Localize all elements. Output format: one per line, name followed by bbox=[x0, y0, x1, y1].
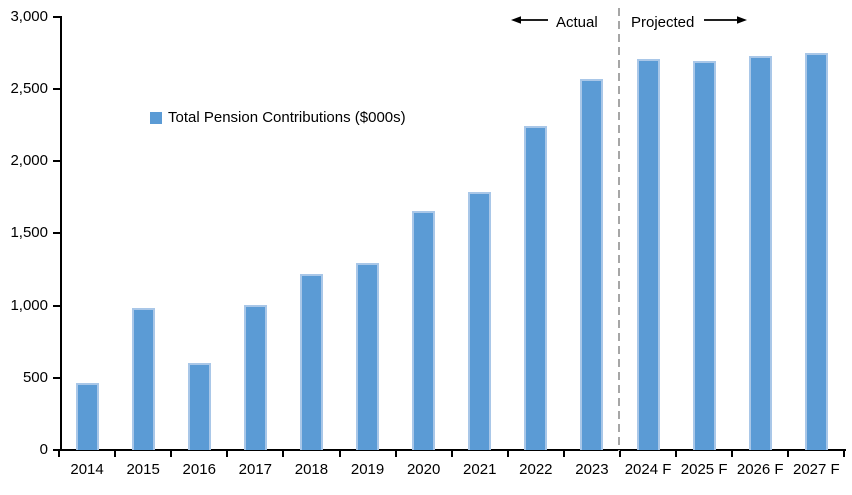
x-tick bbox=[731, 451, 734, 457]
bar-2022 bbox=[524, 126, 548, 450]
right-arrow-icon bbox=[704, 16, 747, 24]
x-category-label: 2019 bbox=[350, 461, 385, 478]
bar-2016 bbox=[187, 363, 211, 450]
x-tick bbox=[226, 451, 229, 457]
x-category-label: 2015 bbox=[126, 461, 160, 478]
bar-2020 bbox=[412, 210, 436, 450]
bar-2021 bbox=[468, 192, 492, 450]
y-tick-label: 3,000 bbox=[10, 7, 48, 25]
x-category-label: 2022 bbox=[519, 461, 553, 478]
bar-2027-f bbox=[804, 53, 828, 450]
bar-2023 bbox=[580, 79, 604, 450]
x-tick bbox=[506, 451, 509, 457]
bar-2018 bbox=[299, 273, 323, 450]
actual-projected-divider-line bbox=[618, 8, 620, 451]
bar-2025-f bbox=[692, 61, 716, 450]
x-tick bbox=[338, 451, 341, 457]
x-category-label: 2018 bbox=[294, 461, 329, 478]
bar-2015 bbox=[131, 308, 155, 450]
x-tick bbox=[282, 451, 285, 457]
y-axis-line bbox=[60, 16, 62, 451]
left-arrow-icon bbox=[511, 16, 548, 24]
y-tick bbox=[53, 15, 61, 18]
legend-marker-icon bbox=[150, 111, 162, 124]
y-tick-label: 0 bbox=[39, 441, 48, 458]
bar-2026-f bbox=[748, 56, 772, 450]
x-tick bbox=[58, 451, 60, 457]
x-tick bbox=[787, 451, 790, 457]
x-tick bbox=[619, 451, 621, 457]
x-tick bbox=[562, 451, 565, 457]
x-tick bbox=[114, 451, 117, 457]
bar-2024-f bbox=[636, 59, 660, 450]
x-tick bbox=[450, 451, 453, 457]
x-tick bbox=[170, 451, 173, 457]
x-category-label: 2014 bbox=[70, 461, 104, 478]
y-tick bbox=[53, 304, 61, 307]
x-category-label: 2016 bbox=[182, 461, 216, 478]
x-category-label: 2026 F bbox=[736, 461, 784, 478]
y-tick bbox=[53, 232, 61, 235]
y-tick-label: 2,500 bbox=[10, 79, 48, 97]
x-category-label: 2020 bbox=[406, 461, 441, 478]
y-tick-label: 500 bbox=[22, 368, 48, 386]
bar-2019 bbox=[356, 262, 380, 450]
legend-label: Total Pension Contributions ($000s) bbox=[168, 109, 406, 126]
y-tick-label: 1,000 bbox=[10, 296, 48, 314]
x-tick bbox=[675, 451, 678, 457]
x-category-label: 2024 F bbox=[624, 461, 672, 478]
x-tick bbox=[394, 451, 397, 457]
x-category-label: 2027 F bbox=[792, 461, 840, 478]
y-tick bbox=[53, 376, 61, 379]
x-category-label: 2017 bbox=[238, 461, 273, 478]
y-tick bbox=[53, 449, 61, 451]
bar-2017 bbox=[243, 304, 267, 450]
annotation-projected: Projected bbox=[631, 14, 695, 31]
y-tick-label: 1,500 bbox=[10, 224, 48, 242]
y-tick-label: 2,000 bbox=[10, 152, 48, 169]
annotation-actual: Actual bbox=[556, 14, 598, 31]
legend: Total Pension Contributions ($000s) bbox=[150, 109, 406, 126]
x-category-label: 2025 F bbox=[680, 461, 728, 478]
y-tick bbox=[53, 87, 61, 90]
y-tick bbox=[53, 160, 61, 162]
x-axis-line bbox=[60, 449, 846, 451]
x-tick bbox=[843, 451, 846, 457]
x-category-label: 2023 bbox=[575, 461, 609, 478]
x-category-label: 2021 bbox=[463, 461, 497, 478]
bar-2014 bbox=[75, 382, 99, 450]
